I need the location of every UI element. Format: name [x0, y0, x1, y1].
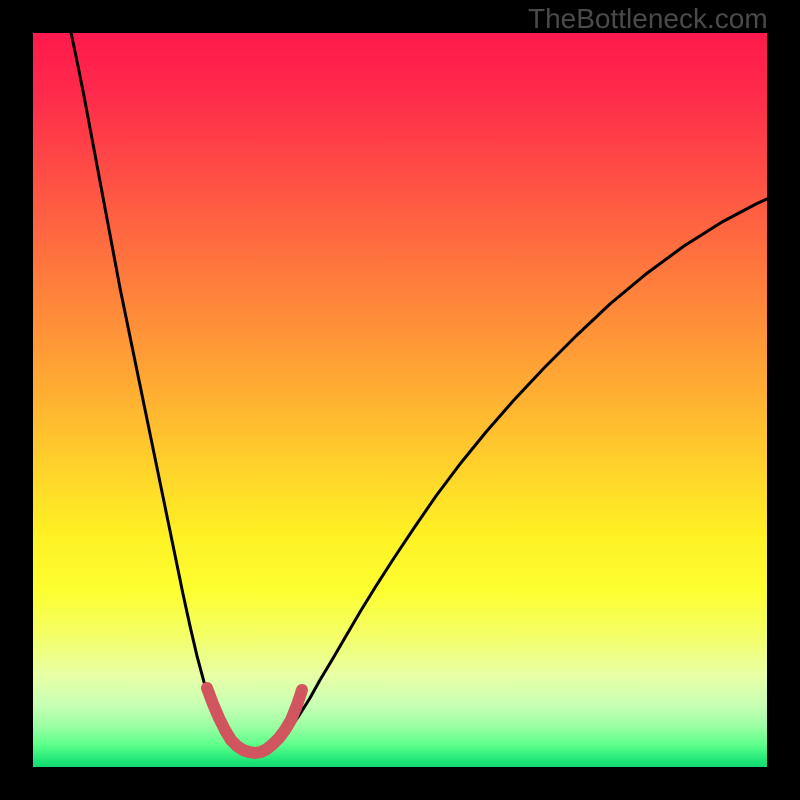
chart-frame: TheBottleneck.com — [0, 0, 800, 800]
optimal-region-marker — [207, 688, 302, 753]
chart-overlay — [0, 0, 800, 800]
watermark-text: TheBottleneck.com — [528, 3, 768, 35]
bottleneck-curve — [68, 18, 782, 753]
